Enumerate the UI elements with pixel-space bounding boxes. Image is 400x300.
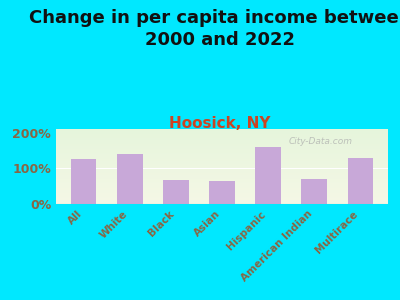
Bar xyxy=(56,130,388,131)
Bar xyxy=(56,129,388,130)
Bar xyxy=(56,143,388,144)
Bar xyxy=(56,136,388,137)
Bar xyxy=(56,168,388,169)
Bar xyxy=(56,139,388,140)
Bar xyxy=(56,186,388,187)
Bar xyxy=(56,191,388,192)
Bar xyxy=(56,187,388,188)
Bar xyxy=(56,169,388,170)
Bar xyxy=(56,184,388,185)
Bar xyxy=(56,160,388,161)
Bar xyxy=(56,179,388,180)
Bar xyxy=(56,190,388,191)
Bar xyxy=(56,155,388,156)
Bar xyxy=(71,159,96,204)
Bar xyxy=(56,135,388,136)
Bar xyxy=(56,174,388,175)
Bar xyxy=(56,159,388,160)
Bar xyxy=(56,132,388,133)
Bar xyxy=(56,151,388,152)
Bar xyxy=(56,146,388,147)
Bar xyxy=(56,175,388,176)
Bar xyxy=(56,164,388,165)
Text: Change in per capita income between
2000 and 2022: Change in per capita income between 2000… xyxy=(29,9,400,49)
Bar xyxy=(56,182,388,183)
Bar xyxy=(163,180,188,204)
Bar xyxy=(56,176,388,177)
Bar xyxy=(56,172,388,173)
Bar xyxy=(256,147,281,204)
Bar xyxy=(56,131,388,132)
Bar xyxy=(56,147,388,148)
Bar xyxy=(56,149,388,150)
Bar xyxy=(56,162,388,163)
Bar xyxy=(56,138,388,139)
Bar xyxy=(56,203,388,204)
Bar xyxy=(56,160,388,161)
Bar xyxy=(56,200,388,201)
Bar xyxy=(56,192,388,193)
Bar xyxy=(56,133,388,134)
Bar xyxy=(56,134,388,135)
Bar xyxy=(56,201,388,202)
Bar xyxy=(56,194,388,195)
Bar xyxy=(56,166,388,167)
Bar xyxy=(56,150,388,151)
Bar xyxy=(56,148,388,149)
Bar xyxy=(56,183,388,184)
Bar xyxy=(56,153,388,154)
Bar xyxy=(56,177,388,178)
Bar xyxy=(117,154,142,204)
Bar xyxy=(56,145,388,146)
Bar xyxy=(56,185,388,186)
Bar xyxy=(56,140,388,141)
Bar xyxy=(56,144,388,145)
Bar xyxy=(56,199,388,200)
Bar xyxy=(56,195,388,196)
Bar xyxy=(56,178,388,179)
Bar xyxy=(56,181,388,182)
Bar xyxy=(56,157,388,158)
Bar xyxy=(56,170,388,171)
Bar xyxy=(56,189,388,190)
Bar xyxy=(56,171,388,172)
Bar xyxy=(209,181,235,204)
Bar xyxy=(56,202,388,203)
Bar xyxy=(56,154,388,155)
Bar xyxy=(56,198,388,199)
Bar xyxy=(56,163,388,164)
Bar xyxy=(56,161,388,162)
Text: City-Data.com: City-Data.com xyxy=(288,136,352,146)
Text: Hoosick, NY: Hoosick, NY xyxy=(169,116,271,130)
Bar xyxy=(56,169,388,170)
Bar xyxy=(56,158,388,159)
Bar xyxy=(56,165,388,166)
Bar xyxy=(56,141,388,142)
Bar xyxy=(56,156,388,157)
Bar xyxy=(56,167,388,168)
Bar xyxy=(56,180,388,181)
Bar xyxy=(56,152,388,153)
Bar xyxy=(302,179,327,204)
Bar xyxy=(56,173,388,174)
Bar xyxy=(56,193,388,194)
Bar xyxy=(56,142,388,143)
Bar xyxy=(56,202,388,203)
Bar xyxy=(56,197,388,198)
Bar xyxy=(56,196,388,197)
Bar xyxy=(56,137,388,138)
Bar xyxy=(56,188,388,189)
Bar xyxy=(348,158,373,204)
